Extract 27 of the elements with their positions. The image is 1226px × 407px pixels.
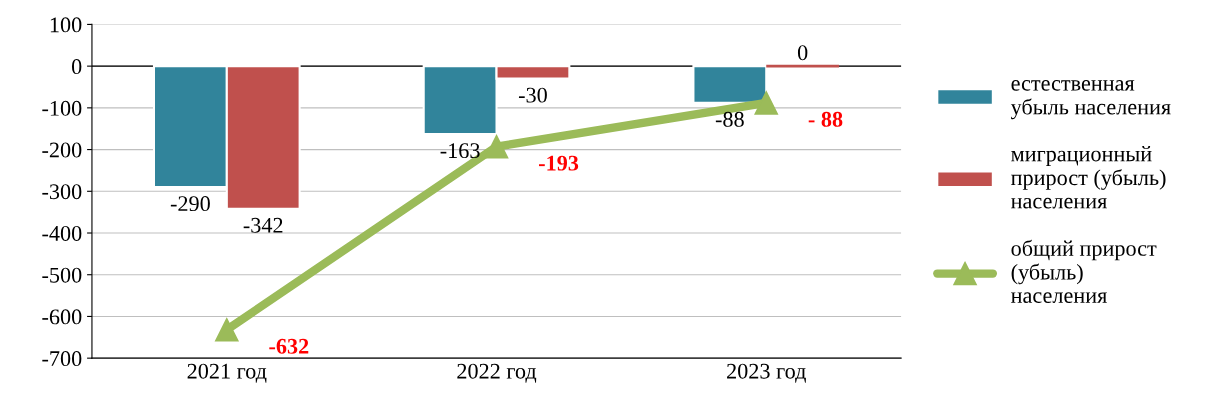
y-tick-label: -700 [42, 351, 82, 367]
data-label: -193 [539, 155, 579, 171]
legend-label: миграционный прирост (убыль) населения [1011, 146, 1166, 209]
data-label: - 88 [808, 111, 843, 127]
y-tick-label: -100 [42, 100, 82, 116]
y-tick-label: -200 [42, 142, 82, 158]
data-label: -88 [715, 111, 744, 127]
y-tick-label: -500 [42, 267, 82, 283]
data-label: -163 [440, 143, 480, 159]
y-tick-label: -600 [42, 309, 82, 325]
x-tick-label: 2021 год [187, 363, 267, 383]
data-label: -30 [518, 87, 547, 103]
point [484, 134, 509, 159]
legend-label: общий прирост (убыль) населения [1011, 239, 1157, 303]
x-tick-label: 2023 год [727, 363, 806, 383]
data-label: -290 [170, 196, 210, 212]
legend-label: естественная убыль населения [1010, 80, 1171, 120]
data-label: -632 [269, 338, 309, 354]
y-tick-label: -400 [42, 225, 82, 241]
point [215, 317, 239, 342]
y-tick-label: 100 [50, 17, 82, 33]
y-tick-label: 0 [71, 59, 82, 75]
x-tick-label: 2022 год [457, 363, 537, 383]
y-tick-label: -300 [42, 184, 82, 200]
data-label: -342 [243, 217, 283, 233]
point [754, 91, 779, 115]
data-label: 0 [797, 45, 808, 61]
